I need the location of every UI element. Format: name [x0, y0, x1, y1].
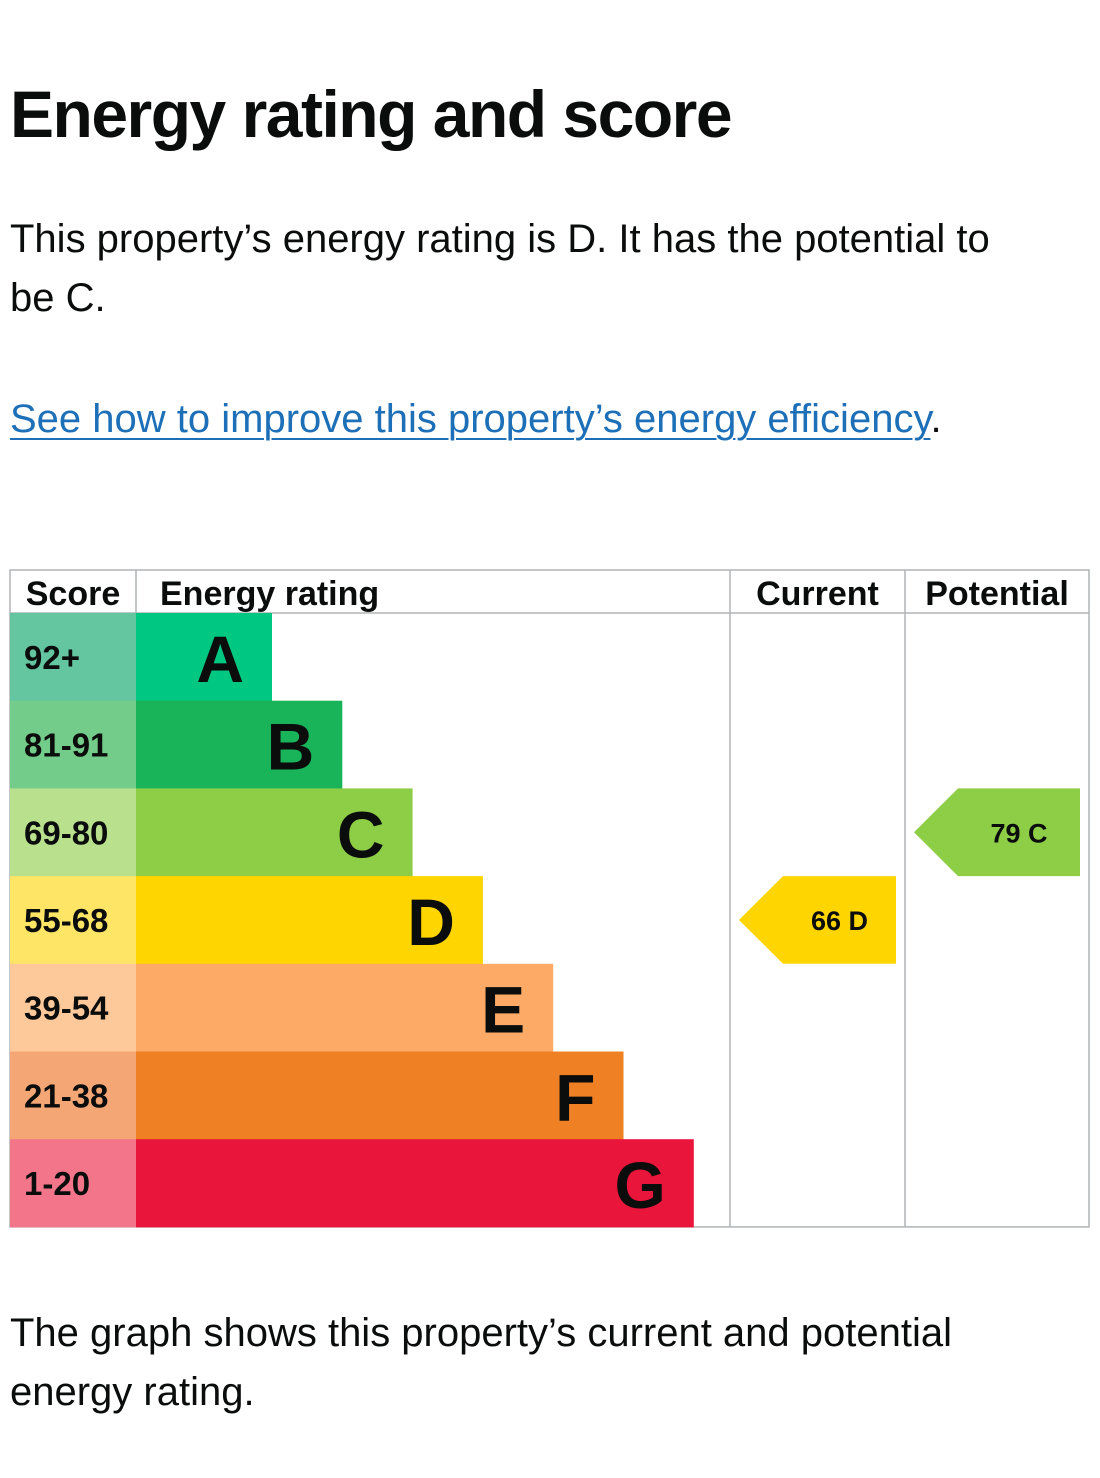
rating-band-letter: C — [337, 797, 385, 871]
score-range-label: 55-68 — [24, 902, 108, 939]
chart-caption: The graph shows this property’s current … — [10, 1311, 953, 1414]
improve-paragraph: See how to improve this property’s energ… — [10, 390, 1010, 449]
rating-band-letter: D — [407, 885, 455, 959]
rating-summary: This property’s energy rating is D. It h… — [10, 217, 990, 320]
score-range-label: 92+ — [24, 639, 80, 676]
rating-band-letter: B — [267, 710, 315, 784]
score-cell — [10, 700, 136, 789]
rating-band-bar — [136, 1051, 624, 1140]
score-range-label: 1-20 — [24, 1165, 90, 1202]
improve-link-suffix: . — [930, 397, 942, 441]
rating-band-bar — [136, 876, 483, 965]
current-rating-arrow — [739, 876, 896, 964]
score-cell — [10, 1051, 136, 1140]
score-range-label: 81-91 — [24, 727, 108, 764]
rating-band-letter: A — [196, 622, 244, 696]
rating-band-letter: E — [481, 973, 525, 1047]
score-cell — [10, 788, 136, 877]
rating-band-bar — [136, 700, 343, 789]
rating-band-bar — [136, 963, 554, 1052]
score-cell — [10, 876, 136, 965]
rating-band-letter: F — [555, 1060, 595, 1134]
rating-column-header: Energy rating — [160, 575, 379, 613]
potential-rating-label: 79 C — [990, 818, 1047, 848]
rating-band-bar — [136, 788, 413, 877]
page-title: Energy rating and score — [10, 77, 733, 151]
potential-rating-arrow — [914, 788, 1080, 877]
score-range-label: 39-54 — [24, 990, 109, 1027]
score-range-label: 69-80 — [24, 814, 108, 851]
rating-band-bar — [136, 1139, 694, 1228]
score-range-label: 21-38 — [24, 1077, 108, 1114]
current-rating-label: 66 D — [811, 906, 868, 936]
score-column-header: Score — [26, 575, 121, 613]
score-cell — [10, 613, 136, 702]
current-column-header: Current — [756, 575, 879, 613]
score-cell — [10, 963, 136, 1052]
rating-band-letter: G — [614, 1148, 665, 1222]
potential-column-header: Potential — [925, 575, 1069, 613]
score-cell — [10, 1139, 136, 1228]
improve-efficiency-link[interactable]: See how to improve this property’s energ… — [10, 397, 931, 441]
rating-band-bar — [136, 613, 272, 702]
